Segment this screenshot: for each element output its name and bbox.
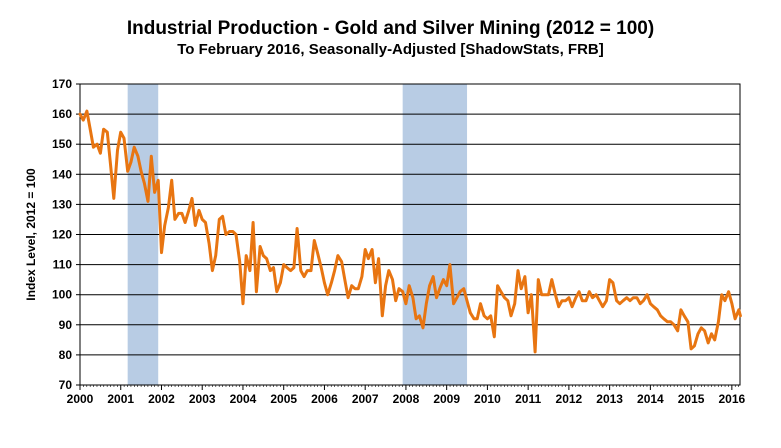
y-tick-label-90: 90 xyxy=(59,318,73,332)
y-tick-label-70: 70 xyxy=(59,378,73,392)
x-tick-label-2006: 2006 xyxy=(311,392,338,406)
y-tick-label-80: 80 xyxy=(59,348,73,362)
x-tick-label-2014: 2014 xyxy=(637,392,664,406)
y-axis-title: Index Level, 2012 = 100 xyxy=(24,168,38,301)
x-tick-label-2009: 2009 xyxy=(433,392,460,406)
x-tick-label-2003: 2003 xyxy=(189,392,216,406)
y-tick-label-130: 130 xyxy=(52,197,72,211)
x-tick-label-2013: 2013 xyxy=(596,392,623,406)
x-tick-label-2015: 2015 xyxy=(678,392,705,406)
x-tick-label-2016: 2016 xyxy=(719,392,746,406)
x-tick-label-2010: 2010 xyxy=(474,392,501,406)
x-tick-label-2007: 2007 xyxy=(352,392,379,406)
x-tick-label-2001: 2001 xyxy=(107,392,134,406)
chart-title: Industrial Production - Gold and Silver … xyxy=(126,18,655,39)
y-tick-label-160: 160 xyxy=(52,107,72,121)
y-tick-label-110: 110 xyxy=(53,258,73,272)
x-tick-label-2002: 2002 xyxy=(148,392,175,406)
chart-subtitle: To February 2016, Seasonally-Adjusted [S… xyxy=(177,41,604,58)
y-tick-label-120: 120 xyxy=(52,228,72,242)
x-tick-label-2005: 2005 xyxy=(270,392,297,406)
x-tick-label-2008: 2008 xyxy=(393,392,420,406)
x-tick-label-2012: 2012 xyxy=(556,392,583,406)
plot-border xyxy=(79,83,741,386)
series-line-1 xyxy=(78,109,742,354)
x-tick-label-2004: 2004 xyxy=(230,392,257,406)
y-tick-label-100: 100 xyxy=(52,288,72,302)
y-tick-label-140: 140 xyxy=(52,167,72,181)
x-tick-label-2000: 2000 xyxy=(67,392,94,406)
x-tick-label-2011: 2011 xyxy=(515,392,541,406)
y-tick-label-150: 150 xyxy=(52,137,72,151)
y-tick-label-170: 170 xyxy=(52,77,72,91)
